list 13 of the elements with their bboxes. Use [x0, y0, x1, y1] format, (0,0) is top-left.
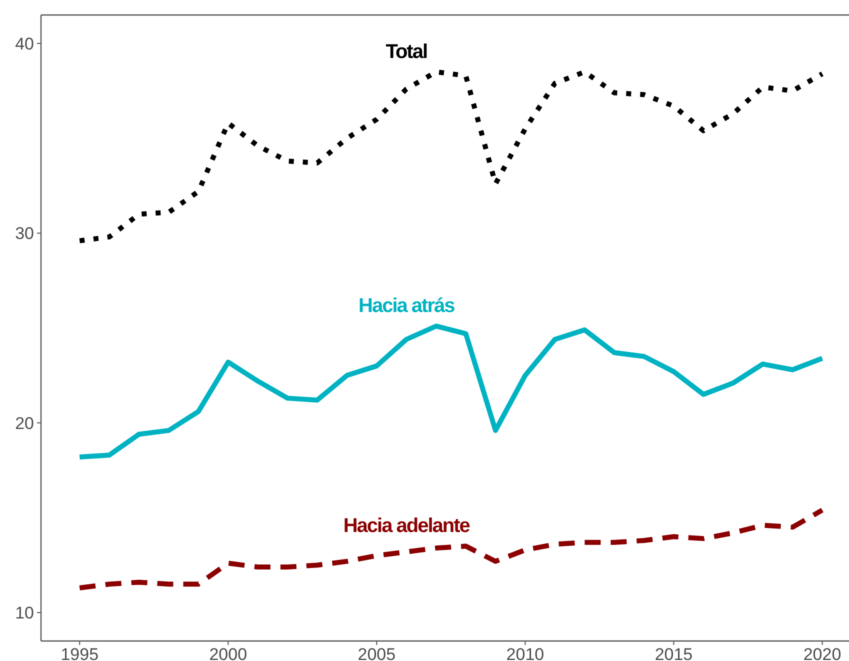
- y-tick-label: 20: [15, 414, 34, 433]
- y-tick-label: 30: [15, 224, 34, 244]
- y-tick-label: 10: [15, 603, 34, 622]
- series-label: Hacia atrás: [358, 295, 456, 318]
- x-tick-label: 2010: [506, 645, 544, 661]
- series-label: Hacia adelante: [343, 515, 470, 538]
- x-tick-label: 1995: [60, 645, 99, 661]
- x-tick-label: 2015: [654, 645, 693, 661]
- series-label: Total: [386, 40, 428, 63]
- y-tick-label: 40: [15, 34, 34, 54]
- x-tick-label: 2005: [358, 645, 396, 661]
- x-tick-label: 2020: [803, 645, 842, 661]
- x-tick-label: 2000: [209, 645, 248, 661]
